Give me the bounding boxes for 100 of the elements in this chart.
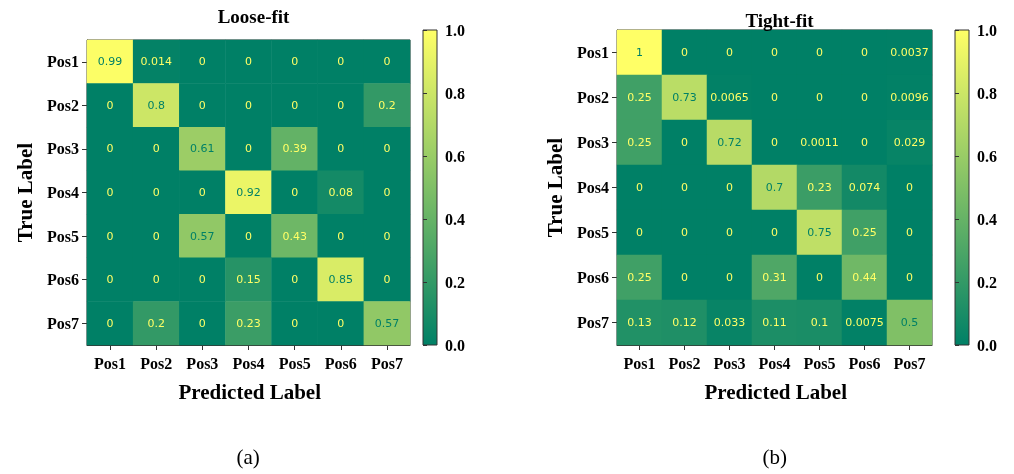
data-label: 0.11 — [762, 316, 787, 329]
data-label: 0 — [291, 273, 299, 287]
data-label: 0.57 — [190, 229, 215, 243]
data-label: 0 — [198, 186, 206, 199]
x-tick-label: Pos7 — [370, 354, 403, 372]
data-label: 0 — [245, 98, 252, 112]
data-label: 0 — [906, 271, 913, 284]
data-label: 0.25 — [627, 91, 652, 104]
data-label: 0 — [337, 316, 345, 330]
data-label: 0.0096 — [890, 91, 929, 104]
data-label: 0 — [771, 226, 778, 239]
data-label: 0 — [106, 186, 114, 199]
x-tick-label: Pos6 — [848, 354, 881, 372]
y-tick-label: Pos1 — [47, 53, 79, 71]
data-label: 0 — [906, 226, 913, 239]
data-label: 0.12 — [672, 316, 697, 329]
color-bar-label: 1.0 — [977, 21, 997, 39]
y-tick-label: Pos2 — [47, 96, 79, 114]
y-tick-label: Pos4 — [47, 184, 79, 201]
color-bar-label: 0.6 — [445, 147, 465, 165]
data-label: 0 — [681, 136, 688, 149]
data-label: 0 — [681, 181, 688, 194]
y-axis-title: True Label — [12, 142, 37, 243]
data-label: 0.033 — [713, 316, 746, 329]
color-bar-label: 0.2 — [977, 273, 997, 291]
data-label: 0 — [771, 91, 778, 104]
x-axis-title: Predicted Label — [704, 379, 848, 404]
data-label: 0 — [245, 55, 252, 69]
data-label: 0.0075 — [845, 316, 884, 329]
data-label: 0.61 — [190, 142, 215, 156]
data-label: 0.85 — [328, 273, 354, 287]
x-tick-label: Pos4 — [758, 354, 791, 372]
data-label: 0 — [291, 316, 299, 330]
data-label: 0.15 — [236, 273, 261, 287]
y-tick-label: Pos7 — [47, 314, 79, 332]
data-label: 0 — [152, 229, 160, 243]
x-tick-label: Pos2 — [668, 354, 701, 372]
data-label: 0 — [198, 55, 206, 69]
text: (b) — [762, 444, 787, 469]
data-label: 0.43 — [282, 229, 307, 243]
data-label: 0.0037 — [890, 46, 929, 59]
y-tick-label: Pos4 — [577, 179, 609, 196]
data-label: 0 — [681, 271, 688, 284]
data-label: 0 — [681, 46, 688, 59]
data-label: 0.75 — [807, 226, 832, 239]
x-tick-label: Pos4 — [232, 354, 265, 372]
y-tick-label: Pos2 — [577, 89, 609, 106]
data-label: 0 — [861, 46, 868, 59]
data-label: 0 — [198, 316, 206, 330]
data-label: 0 — [726, 181, 733, 194]
data-label: 0.92 — [236, 186, 261, 199]
data-label: 0 — [291, 55, 299, 69]
data-label: 0.1 — [810, 316, 829, 329]
color-bar-label: 0.2 — [445, 273, 465, 291]
data-label: 0.23 — [236, 316, 261, 330]
y-tick-label: Pos3 — [47, 140, 79, 158]
data-label: 0.73 — [672, 91, 697, 104]
data-label: 0 — [636, 181, 643, 194]
x-tick-label: Pos3 — [713, 354, 746, 372]
color-bar-label: 1.0 — [445, 21, 465, 39]
chart-title: Tight-fit — [745, 10, 815, 31]
data-label: 0.31 — [762, 271, 787, 284]
data-label: 0 — [816, 91, 823, 104]
data-label: 1 — [636, 46, 643, 59]
chart-title: Loose-fit — [217, 6, 291, 27]
data-label: 0 — [861, 136, 868, 149]
data-label: 0 — [106, 316, 114, 330]
data-label: 0 — [198, 98, 206, 112]
data-label: 0.08 — [328, 186, 354, 199]
y-tick-label: Pos6 — [577, 269, 609, 286]
y-tick-label: Pos5 — [47, 227, 79, 245]
data-label: 0 — [816, 46, 823, 59]
data-label: 0 — [771, 136, 778, 149]
x-tick-label: Pos1 — [94, 354, 127, 372]
data-label: 0 — [383, 229, 391, 243]
data-label: 0.029 — [893, 136, 926, 149]
y-tick-label: Pos7 — [577, 314, 609, 331]
y-tick-label: Pos5 — [577, 224, 609, 241]
data-label: 0.13 — [627, 316, 652, 329]
y-tick-label: Pos6 — [47, 271, 79, 289]
y-tick-label: Pos1 — [577, 44, 609, 61]
data-label: 0 — [906, 181, 913, 194]
x-axis-title: Predicted Label — [178, 379, 322, 404]
data-label: 0.2 — [378, 98, 396, 112]
data-label: 0 — [152, 186, 160, 199]
data-label: 0.074 — [848, 181, 881, 194]
data-label: 0.5 — [900, 316, 919, 329]
data-label: 0 — [152, 142, 160, 156]
data-label: 0 — [245, 229, 252, 243]
data-label: 0 — [337, 142, 345, 156]
data-label: 0 — [383, 186, 391, 199]
color-bar-label: 0.4 — [445, 210, 465, 228]
x-tick-label: Pos6 — [324, 354, 357, 372]
data-label: 0.23 — [807, 181, 832, 194]
y-tick-label: Pos3 — [577, 134, 609, 151]
data-label: 0 — [383, 142, 391, 156]
data-label: 0 — [383, 55, 391, 69]
data-label: 0.8 — [147, 98, 165, 112]
data-label: 0 — [337, 229, 345, 243]
x-tick-label: Pos5 — [278, 354, 311, 372]
